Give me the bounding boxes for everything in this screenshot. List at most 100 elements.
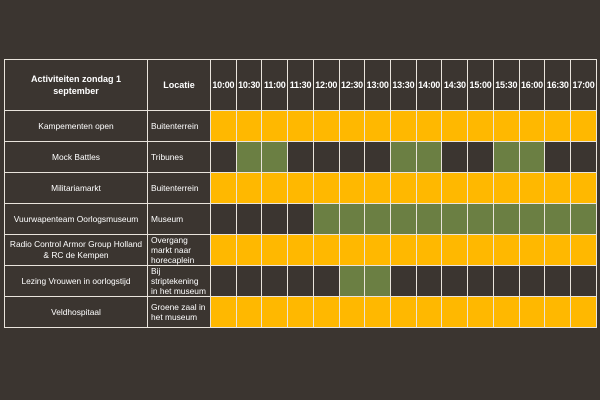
activity-cell: Lezing Vrouwen in oorlogstijd: [4, 265, 148, 297]
time-slot-cell: [467, 110, 494, 142]
time-slot-cell: [390, 296, 417, 328]
time-header: 11:00: [261, 59, 289, 111]
time-slot-cell: [467, 203, 494, 235]
time-slot-cell: [364, 203, 392, 235]
time-slot-cell: [287, 141, 314, 173]
time-slot-cell: [390, 265, 417, 297]
time-slot-cell: [338, 234, 366, 266]
time-slot-cell: [544, 234, 572, 266]
time-slot-cell: [544, 265, 572, 297]
location-cell: Buitenterrein: [147, 172, 211, 204]
time-slot-cell: [312, 296, 340, 328]
time-slot-cell: [261, 172, 289, 204]
time-slot-cell: [390, 141, 417, 173]
time-slot-cell: [415, 265, 443, 297]
location-cell: Tribunes: [147, 141, 211, 173]
activity-cell: Vuurwapenteam Oorlogsmuseum: [4, 203, 148, 235]
time-slot-cell: [312, 141, 340, 173]
time-slot-cell: [518, 110, 546, 142]
time-slot-cell: [544, 110, 572, 142]
time-slot-cell: [492, 296, 520, 328]
time-slot-cell: [364, 296, 392, 328]
time-slot-cell: [338, 296, 366, 328]
time-slot-cell: [338, 141, 366, 173]
time-slot-cell: [312, 265, 340, 297]
time-header: 10:30: [235, 59, 263, 111]
location-cell: Museum: [147, 203, 211, 235]
time-slot-cell: [261, 265, 289, 297]
time-slot-cell: [518, 265, 546, 297]
time-slot-cell: [235, 172, 263, 204]
time-slot-cell: [570, 141, 597, 173]
location-cell: Overgang markt naar horecaplein: [147, 234, 211, 266]
time-slot-cell: [492, 172, 520, 204]
time-header: 15:00: [467, 59, 494, 111]
time-slot-cell: [338, 203, 366, 235]
time-slot-cell: [235, 234, 263, 266]
time-header: 16:00: [518, 59, 546, 111]
time-slot-cell: [441, 110, 469, 142]
time-slot-cell: [415, 141, 443, 173]
time-slot-cell: [312, 110, 340, 142]
time-header: 14:00: [415, 59, 443, 111]
time-header: 15:30: [492, 59, 520, 111]
time-slot-cell: [467, 234, 494, 266]
time-slot-cell: [415, 234, 443, 266]
time-slot-cell: [287, 234, 314, 266]
time-slot-cell: [312, 203, 340, 235]
time-slot-cell: [570, 110, 597, 142]
time-header: 17:00: [570, 59, 597, 111]
table-row: Kampementen open Buitenterrein: [4, 110, 597, 142]
time-slot-cell: [518, 141, 546, 173]
time-slot-cell: [467, 172, 494, 204]
time-slot-cell: [518, 234, 546, 266]
time-slot-cell: [338, 172, 366, 204]
time-slot-cell: [544, 203, 572, 235]
time-slot-cell: [261, 141, 289, 173]
time-slot-cell: [492, 234, 520, 266]
time-slot-cell: [390, 172, 417, 204]
table-row: Veldhospitaal Groene zaal in het museum: [4, 296, 597, 328]
time-slot-cell: [415, 110, 443, 142]
time-slot-cell: [261, 296, 289, 328]
location-cell: Groene zaal in het museum: [147, 296, 211, 328]
activity-cell: Mock Battles: [4, 141, 148, 173]
time-slot-cell: [261, 203, 289, 235]
time-slot-cell: [570, 265, 597, 297]
time-slot-cell: [544, 296, 572, 328]
time-slot-cell: [210, 203, 237, 235]
activity-cell: Kampementen open: [4, 110, 148, 142]
time-slot-cell: [441, 234, 469, 266]
time-slot-cell: [287, 203, 314, 235]
time-slot-cell: [441, 172, 469, 204]
time-slot-cell: [312, 234, 340, 266]
time-header: 14:30: [441, 59, 469, 111]
time-slot-cell: [312, 172, 340, 204]
time-slot-cell: [210, 172, 237, 204]
location-cell: Bij striptekening in het museum: [147, 265, 211, 297]
time-slot-cell: [415, 296, 443, 328]
time-slot-cell: [210, 110, 237, 142]
time-slot-cell: [235, 110, 263, 142]
time-header: 11:30: [287, 59, 314, 111]
time-header: 16:30: [544, 59, 572, 111]
time-slot-cell: [210, 296, 237, 328]
activity-cell: Militariamarkt: [4, 172, 148, 204]
time-slot-cell: [467, 265, 494, 297]
time-slot-cell: [364, 234, 392, 266]
time-slot-cell: [364, 110, 392, 142]
time-slot-cell: [287, 172, 314, 204]
table-row: Vuurwapenteam Oorlogsmuseum Museum: [4, 203, 597, 235]
time-slot-cell: [210, 234, 237, 266]
table-row: Lezing Vrouwen in oorlogstijd Bij stripte…: [4, 265, 597, 297]
schedule-header: Activiteiten zondag 1 september Locatie …: [4, 59, 597, 111]
time-slot-cell: [570, 203, 597, 235]
time-slot-cell: [390, 203, 417, 235]
time-slot-cell: [518, 172, 546, 204]
time-slot-cell: [235, 203, 263, 235]
time-slot-cell: [338, 110, 366, 142]
time-slot-cell: [235, 296, 263, 328]
time-header: 10:00: [210, 59, 237, 111]
time-slot-cell: [415, 203, 443, 235]
time-slot-cell: [570, 296, 597, 328]
